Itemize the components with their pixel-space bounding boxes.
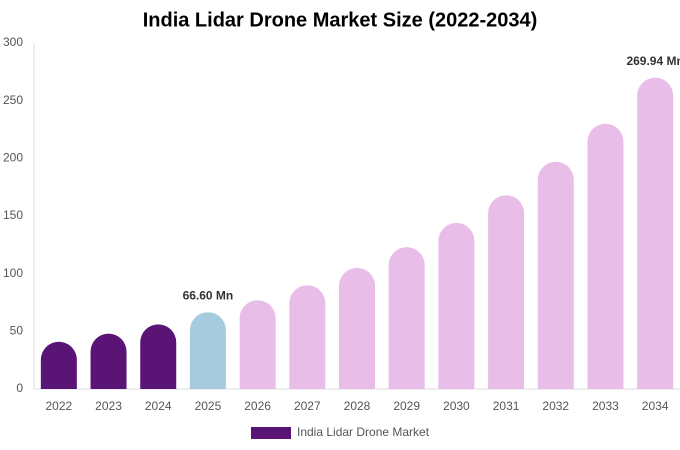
x-tick-label: 2028 <box>344 399 371 413</box>
y-tick-label: 200 <box>3 151 23 165</box>
bar <box>537 161 574 389</box>
x-tick-label: 2024 <box>145 399 172 413</box>
x-tick-label: 2023 <box>95 399 122 413</box>
bar <box>289 285 326 389</box>
y-tick-label: 0 <box>16 381 23 395</box>
y-tick-label: 50 <box>10 324 24 338</box>
bar <box>637 77 674 390</box>
value-label: 269.94 Mn <box>626 54 680 68</box>
bar <box>438 222 475 389</box>
x-tick-label: 2031 <box>493 399 520 413</box>
bar <box>90 333 127 389</box>
x-tick-label: 2034 <box>642 399 669 413</box>
y-tick-label: 150 <box>3 208 23 222</box>
y-tick-label: 300 <box>3 35 23 49</box>
x-tick-label: 2022 <box>45 399 72 413</box>
bar <box>587 123 624 389</box>
bar <box>40 341 77 389</box>
x-tick-label: 2027 <box>294 399 321 413</box>
bar <box>488 195 525 389</box>
bar <box>189 312 226 389</box>
x-tick-label: 2033 <box>592 399 619 413</box>
bar <box>388 247 425 389</box>
x-tick-label: 2026 <box>244 399 271 413</box>
x-tick-label: 2032 <box>542 399 569 413</box>
legend-swatch <box>251 427 291 439</box>
chart-title: India Lidar Drone Market Size (2022-2034… <box>143 9 538 31</box>
x-tick-label: 2029 <box>393 399 420 413</box>
legend-label: India Lidar Drone Market <box>297 425 430 439</box>
bar <box>239 300 276 389</box>
y-tick-label: 100 <box>3 266 23 280</box>
x-tick-label: 2025 <box>195 399 222 413</box>
value-label: 66.60 Mn <box>183 288 234 302</box>
bar <box>140 324 177 389</box>
x-tick-label: 2030 <box>443 399 470 413</box>
y-tick-label: 250 <box>3 93 23 107</box>
bar <box>339 267 375 389</box>
